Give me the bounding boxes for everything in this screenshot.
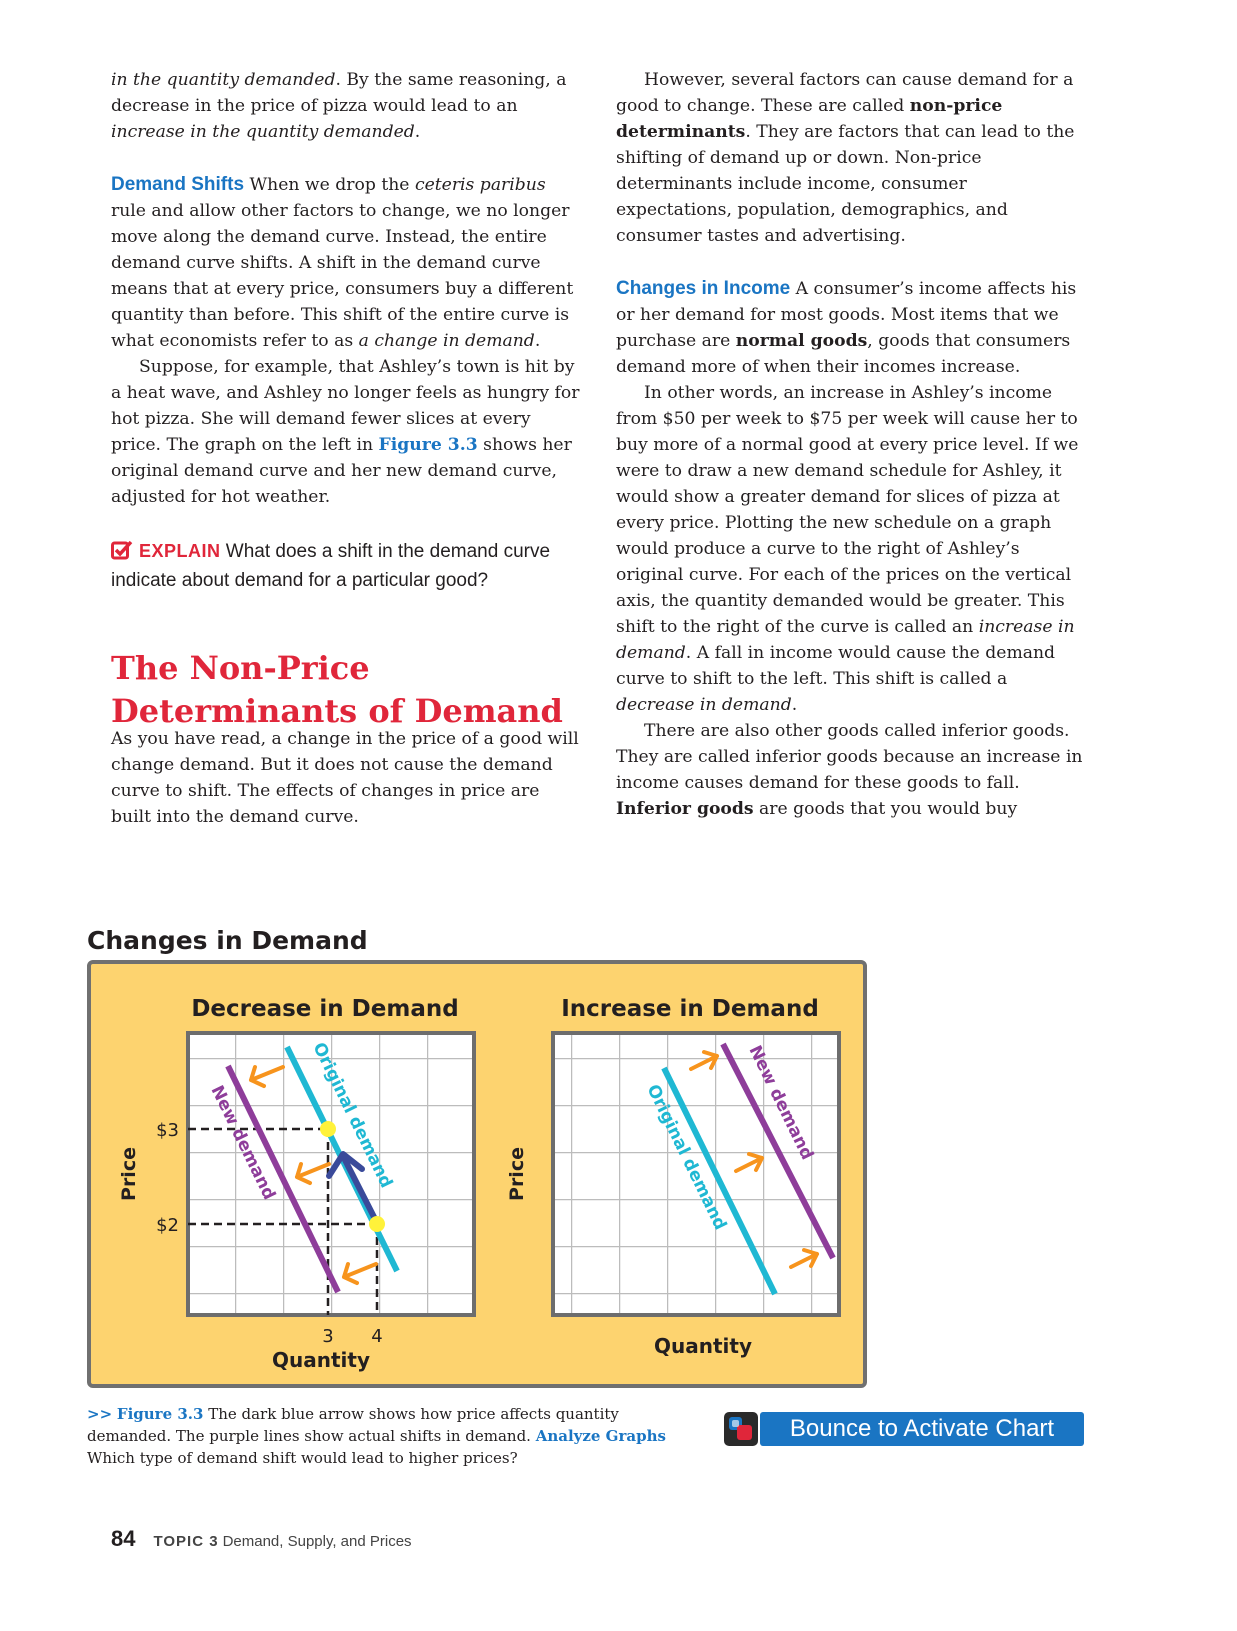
left-column-demand-shifts: Demand Shifts When we drop the ceteris p… — [111, 172, 581, 510]
explain-prompt: EXPLAIN What does a shift in the demand … — [111, 540, 551, 591]
right-x-axis-label: Quantity — [654, 1334, 752, 1358]
paragraph: Suppose, for example, that Ashley’s town… — [111, 357, 580, 507]
point-q4-p2 — [369, 1216, 385, 1232]
bounce-button[interactable]: Bounce to Activate Chart — [760, 1412, 1084, 1446]
subheading-changes-in-income: Changes in Income — [616, 278, 791, 299]
figure-graphs: Decrease in Demand Original demand New d… — [118, 996, 841, 1372]
left-column: in the quantity demanded. By the same re… — [111, 67, 581, 145]
paragraph: Demand Shifts When we drop the ceteris p… — [111, 174, 574, 351]
y-tick-2: $2 — [156, 1215, 179, 1236]
left-x-axis-label: Quantity — [272, 1348, 370, 1372]
x-tick-3: 3 — [322, 1326, 333, 1347]
right-y-axis-label: Price — [506, 1147, 528, 1201]
y-tick-3: $3 — [156, 1120, 179, 1141]
right-axes-frame — [551, 1031, 841, 1317]
subheading-demand-shifts: Demand Shifts — [111, 174, 245, 195]
left-y-axis-label: Price — [118, 1147, 140, 1201]
paragraph: In other words, an increase in Ashley’s … — [616, 383, 1079, 715]
checkbox-icon — [111, 540, 133, 568]
right-new-demand-line — [720, 1042, 836, 1260]
page-number: 84 — [111, 1526, 136, 1551]
x-tick-4: 4 — [371, 1326, 382, 1347]
bounce-activate-chart[interactable]: Bounce to Activate Chart — [724, 1412, 1084, 1446]
left-graph-title: Decrease in Demand — [191, 996, 458, 1022]
left-axes-frame — [186, 1031, 476, 1317]
paragraph: Changes in Income A consumer’s income af… — [616, 278, 1077, 377]
page-footer: 84 TOPIC 3 Demand, Supply, and Prices — [111, 1526, 412, 1552]
left-column-bottom: As you have read, a change in the price … — [111, 726, 581, 830]
bounce-app-icon — [724, 1412, 758, 1446]
topic-label: TOPIC 3 — [153, 1533, 219, 1550]
left-new-demand-line — [225, 1064, 341, 1294]
topic-title: Demand, Supply, and Prices — [222, 1533, 412, 1550]
right-shift-arrows — [689, 1050, 819, 1269]
paragraph: As you have read, a change in the price … — [111, 729, 579, 827]
point-q3-p3 — [320, 1121, 336, 1137]
right-original-demand-line — [661, 1066, 778, 1296]
right-column-income: Changes in Income A consumer’s income af… — [616, 276, 1086, 822]
paragraph: However, several factors can cause deman… — [616, 70, 1075, 246]
right-column: However, several factors can cause deman… — [616, 67, 1086, 249]
right-graph-title: Increase in Demand — [561, 996, 819, 1022]
paragraph: There are also other goods called inferi… — [616, 721, 1083, 819]
analyze-graphs-label: Analyze Graphs — [535, 1427, 666, 1445]
figure-panel: Decrease in Demand Original demand New d… — [87, 960, 867, 1388]
figure-title: Changes in Demand — [87, 926, 368, 955]
figure-caption: >> Figure 3.3 The dark blue arrow shows … — [87, 1405, 666, 1467]
price-movement-arrow — [326, 1151, 377, 1220]
explain-label: EXPLAIN — [139, 541, 221, 561]
section-heading: The Non-Price Determinants of Demand — [111, 649, 563, 730]
figure-link[interactable]: Figure 3.3 — [116, 1405, 204, 1423]
figure-link[interactable]: Figure 3.3 — [378, 435, 478, 455]
left-shift-arrows — [249, 1065, 378, 1285]
paragraph: in the quantity demanded. By the same re… — [111, 70, 567, 142]
